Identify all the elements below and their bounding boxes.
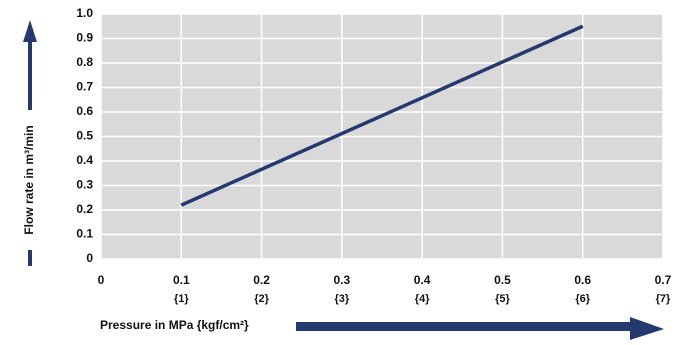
y-tick-label: 0.7: [76, 80, 93, 94]
x-tick-label: 0.5: [494, 273, 511, 287]
y-tick-label: 0.2: [76, 202, 93, 216]
x-axis-label: Pressure in MPa {kgf/cm²}: [100, 318, 249, 332]
x-tick-sublabel: {3}: [335, 293, 350, 305]
y-tick-label: 1.0: [76, 6, 93, 20]
x-tick-sublabel: {1}: [174, 293, 189, 305]
x-tick-sublabel: {4}: [415, 293, 430, 305]
y-axis-arrow-tail: [28, 250, 32, 266]
x-tick-sublabel: {5}: [495, 293, 510, 305]
x-tick-label: 0.7: [655, 273, 672, 287]
y-tick-label: 0.8: [76, 55, 93, 69]
x-tick-sublabel: {6}: [575, 293, 590, 305]
x-tick-label: 0.3: [334, 273, 351, 287]
x-tick-sublabel: {2}: [254, 293, 269, 305]
y-tick-label: 0: [86, 251, 93, 265]
x-axis-arrow: [296, 317, 664, 340]
y-tick-label: 0.4: [76, 153, 93, 167]
y-tick-label: 0.3: [76, 178, 93, 192]
data-line: [180, 24, 584, 207]
y-axis-label: Flow rate in m³/min: [22, 125, 36, 234]
y-tick-label: 0.5: [76, 129, 93, 143]
x-tick-label: 0.6: [574, 273, 591, 287]
y-tick-label: 0.6: [76, 104, 93, 118]
x-tick-label: 0.1: [173, 273, 190, 287]
x-tick-label: 0.2: [253, 273, 270, 287]
x-tick-label: 0.4: [414, 273, 431, 287]
y-tick-label: 0.1: [76, 227, 93, 241]
y-tick-label: 0.9: [76, 31, 93, 45]
x-tick-label: 0: [98, 273, 105, 287]
x-tick-sublabel: {7}: [656, 293, 671, 305]
y-axis-arrow: [23, 20, 37, 110]
